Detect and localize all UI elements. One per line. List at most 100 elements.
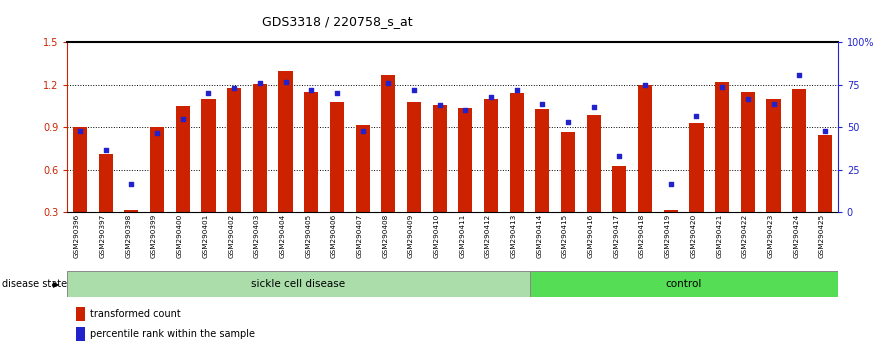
Bar	[202, 99, 216, 212]
Text: GSM290415: GSM290415	[562, 214, 568, 258]
Text: GSM290399: GSM290399	[151, 214, 157, 258]
Text: transformed count: transformed count	[90, 309, 181, 319]
Bar	[76, 327, 85, 341]
Bar	[715, 82, 729, 212]
Point	[535, 101, 549, 107]
Text: GSM290407: GSM290407	[357, 214, 363, 258]
Text: GSM290400: GSM290400	[177, 214, 183, 258]
Text: GSM290401: GSM290401	[202, 214, 209, 258]
Text: percentile rank within the sample: percentile rank within the sample	[90, 330, 255, 339]
Text: GSM290408: GSM290408	[383, 214, 388, 258]
Point	[458, 108, 472, 113]
Point	[561, 120, 575, 125]
Bar	[587, 115, 601, 212]
Bar	[484, 99, 498, 212]
Point	[150, 130, 164, 135]
Bar	[818, 135, 832, 212]
Point	[818, 128, 832, 134]
Point	[612, 154, 626, 159]
Bar	[73, 127, 87, 212]
Point	[176, 116, 190, 122]
Text: GSM290419: GSM290419	[665, 214, 671, 258]
Bar	[176, 106, 190, 212]
Bar	[330, 102, 344, 212]
Text: GSM290418: GSM290418	[639, 214, 645, 258]
Bar	[689, 123, 703, 212]
Text: GSM290420: GSM290420	[691, 214, 696, 258]
Point	[741, 96, 755, 101]
Bar	[535, 109, 549, 212]
Text: GSM290416: GSM290416	[588, 214, 594, 258]
Text: GSM290406: GSM290406	[331, 214, 337, 258]
Bar	[150, 127, 164, 212]
Text: GDS3318 / 220758_s_at: GDS3318 / 220758_s_at	[262, 15, 412, 28]
Bar	[530, 271, 838, 297]
Bar	[76, 307, 85, 321]
Point	[227, 86, 241, 91]
Bar	[433, 105, 447, 212]
Bar	[638, 85, 652, 212]
Bar	[253, 84, 267, 212]
Text: ▶: ▶	[53, 280, 59, 289]
Text: GSM290414: GSM290414	[537, 214, 542, 258]
Text: GSM290424: GSM290424	[793, 214, 799, 258]
Bar	[227, 88, 241, 212]
Point	[99, 147, 113, 152]
Bar	[766, 99, 780, 212]
Bar	[67, 271, 530, 297]
Bar	[741, 92, 755, 212]
Text: GSM290412: GSM290412	[485, 214, 491, 258]
Point	[73, 128, 87, 134]
Text: GSM290421: GSM290421	[716, 214, 722, 258]
Bar	[561, 132, 575, 212]
Bar	[279, 71, 293, 212]
Bar	[381, 75, 395, 212]
Text: GSM290402: GSM290402	[228, 214, 234, 258]
Text: GSM290422: GSM290422	[742, 214, 748, 258]
Text: GSM290405: GSM290405	[306, 214, 311, 258]
Text: GSM290397: GSM290397	[99, 214, 106, 258]
Point	[381, 80, 395, 86]
Text: sickle cell disease: sickle cell disease	[251, 279, 346, 289]
Text: GSM290409: GSM290409	[408, 214, 414, 258]
Point	[356, 128, 370, 134]
Point	[279, 79, 293, 84]
Point	[484, 94, 498, 100]
Point	[253, 80, 267, 86]
Point	[715, 84, 729, 90]
Point	[330, 91, 344, 96]
Point	[638, 82, 652, 88]
Bar	[612, 166, 626, 212]
Text: GSM290398: GSM290398	[125, 214, 132, 258]
Text: GSM290404: GSM290404	[280, 214, 286, 258]
Bar	[125, 210, 139, 212]
Text: GSM290417: GSM290417	[614, 214, 619, 258]
Point	[407, 87, 421, 93]
Text: disease state: disease state	[2, 279, 67, 289]
Bar	[407, 102, 421, 212]
Bar	[99, 154, 113, 212]
Point	[510, 87, 524, 93]
Point	[304, 87, 318, 93]
Point	[792, 72, 806, 78]
Bar	[664, 210, 678, 212]
Text: GSM290425: GSM290425	[819, 214, 825, 258]
Text: GSM290423: GSM290423	[768, 214, 773, 258]
Point	[202, 91, 216, 96]
Text: GSM290403: GSM290403	[254, 214, 260, 258]
Point	[433, 103, 447, 108]
Text: GSM290410: GSM290410	[434, 214, 440, 258]
Text: GSM290411: GSM290411	[460, 214, 465, 258]
Text: control: control	[666, 279, 702, 289]
Bar	[356, 125, 370, 212]
Bar	[792, 89, 806, 212]
Point	[587, 104, 601, 110]
Text: GSM290413: GSM290413	[511, 214, 517, 258]
Point	[125, 181, 139, 186]
Point	[689, 113, 703, 118]
Bar	[304, 92, 318, 212]
Bar	[458, 108, 472, 212]
Point	[664, 181, 678, 186]
Bar	[510, 93, 524, 212]
Text: GSM290396: GSM290396	[74, 214, 80, 258]
